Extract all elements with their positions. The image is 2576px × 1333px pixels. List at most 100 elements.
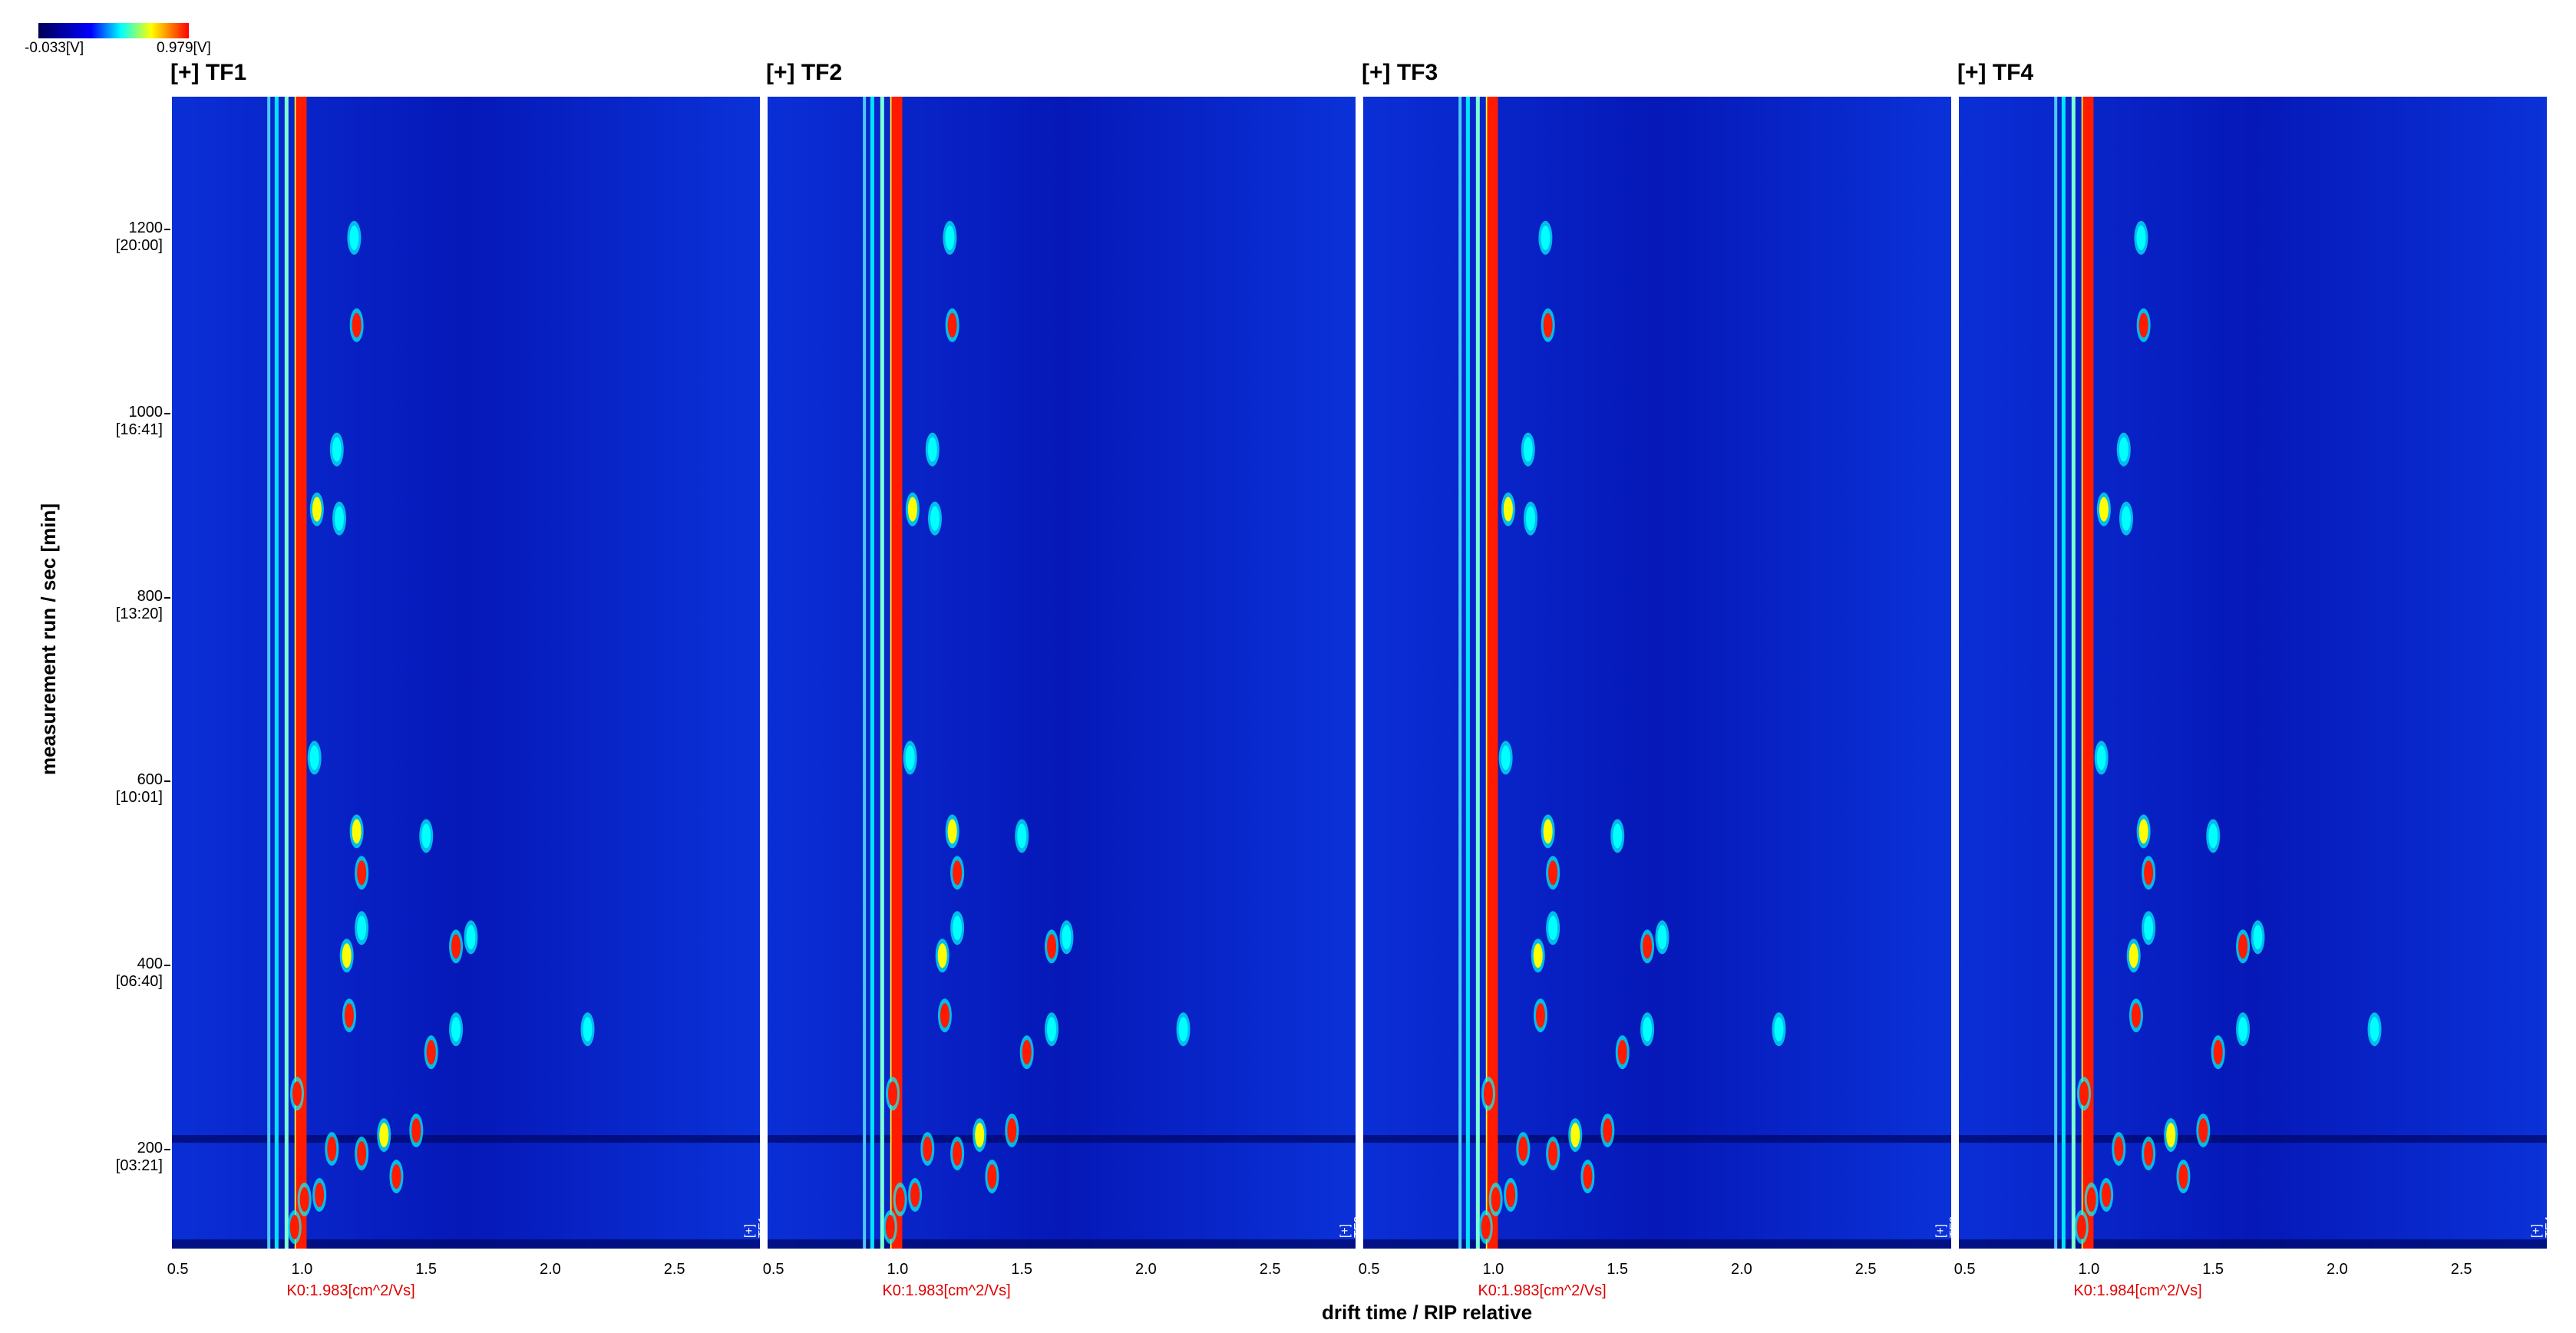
peak-spot xyxy=(895,1187,905,1213)
peak-spot xyxy=(1017,823,1027,849)
rip-line xyxy=(891,95,903,1250)
peak-spot xyxy=(2122,506,2131,531)
heatmap-panel: [+] TF3 xyxy=(1362,95,1961,1250)
peak-spot xyxy=(947,312,957,338)
x-axis-label: drift time / RIP relative xyxy=(1322,1301,1533,1324)
x-tick-label: 0.5 xyxy=(1358,1261,1380,1278)
ridge-line xyxy=(267,95,271,1250)
peak-spot xyxy=(342,943,352,968)
peak-spot xyxy=(426,1040,436,1065)
ridge-line xyxy=(274,95,279,1250)
peak-spot xyxy=(2114,1137,2124,1162)
peak-spot xyxy=(1022,1040,1032,1065)
peak-spot xyxy=(885,1215,895,1240)
heatmap-plot xyxy=(1362,95,1953,1250)
ridge-line xyxy=(880,95,884,1250)
peak-spot xyxy=(1491,1187,1501,1213)
colorbar xyxy=(38,23,189,38)
dark-band xyxy=(766,1135,1357,1143)
x-tick-label: 2.0 xyxy=(2327,1261,2348,1278)
rip-line xyxy=(2082,95,2094,1250)
peak-spot xyxy=(2136,225,2146,250)
panel-border xyxy=(1957,95,2548,1250)
ridge-line xyxy=(1475,95,1480,1250)
y-tick-label: 600 [10:01] xyxy=(115,771,163,807)
x-tick-label: 1.0 xyxy=(2078,1261,2100,1278)
peak-spot xyxy=(2144,1141,2154,1166)
panel-border xyxy=(766,95,1357,1250)
y-tick-label: 800 [13:20] xyxy=(115,587,163,622)
peak-spot xyxy=(2253,925,2263,950)
heatmap-background xyxy=(1957,95,2548,1250)
y-tick-mark xyxy=(164,1149,170,1151)
peak-spot xyxy=(2096,745,2106,770)
peak-spot xyxy=(2138,819,2148,844)
panel-title: [+] TF2 xyxy=(766,60,843,85)
peak-spot xyxy=(352,819,362,844)
peak-spot xyxy=(309,745,319,770)
peak-spot xyxy=(953,1141,963,1166)
heatmap-background xyxy=(766,95,1357,1250)
peak-spot xyxy=(1543,819,1553,844)
peak-spot xyxy=(2129,943,2138,968)
peak-spot xyxy=(1543,312,1553,338)
k0-label: K0:1.984[cm^2/Vs] xyxy=(2073,1282,2202,1299)
peak-spot xyxy=(1657,925,1667,950)
dark-band xyxy=(170,1135,761,1143)
peak-spot xyxy=(312,497,322,522)
peak-spot xyxy=(421,823,431,849)
panel-tag: [+] TF4 xyxy=(2530,1216,2557,1238)
y-tick-mark xyxy=(164,965,170,967)
peak-spot xyxy=(352,312,362,338)
peak-spot xyxy=(2079,1081,2089,1107)
peak-spot xyxy=(583,1017,593,1042)
peak-spot xyxy=(937,943,947,968)
y-tick-label: 200 [03:21] xyxy=(115,1140,163,1175)
peak-spot xyxy=(357,916,367,941)
peak-spot xyxy=(2076,1215,2086,1240)
peak-spot xyxy=(451,1017,461,1042)
peak-spot xyxy=(2138,312,2148,338)
x-tick-label: 2.0 xyxy=(540,1261,561,1278)
panel-border xyxy=(1362,95,1953,1250)
x-tick-label: 0.5 xyxy=(1953,1261,1976,1278)
colorbar-max-label: 0.979[V] xyxy=(157,40,211,56)
peak-spot xyxy=(289,1215,299,1240)
x-tick-label: 2.5 xyxy=(1854,1261,1877,1278)
peak-spot xyxy=(411,1118,421,1143)
peak-spot xyxy=(2102,1183,2112,1208)
dark-band xyxy=(766,1239,1357,1250)
peak-spot xyxy=(2238,1017,2248,1042)
peak-spot xyxy=(1548,916,1558,941)
peak-spot xyxy=(1603,1118,1613,1143)
rip-line xyxy=(296,95,307,1250)
ridge-line xyxy=(2061,95,2066,1250)
heatmap-plot xyxy=(170,95,761,1250)
panel-title: [+] TF4 xyxy=(1957,60,2034,85)
dark-band xyxy=(1957,1135,2548,1143)
y-tick-label: 1200 [20:00] xyxy=(115,219,163,254)
x-tick-label: 1.0 xyxy=(1482,1261,1504,1278)
peak-spot xyxy=(1570,1123,1580,1148)
peak-spot xyxy=(2119,437,2129,462)
peak-spot xyxy=(1643,934,1653,959)
ridge-line xyxy=(1465,95,1470,1250)
peak-spot xyxy=(332,437,342,462)
y-tick-mark xyxy=(164,780,170,783)
peak-spot xyxy=(1523,437,1533,462)
peak-spot xyxy=(2166,1123,2176,1148)
peak-spot xyxy=(1047,1017,1057,1042)
colorbar-min-label: -0.033[V] xyxy=(25,40,84,56)
peak-spot xyxy=(940,1003,949,1028)
dark-band xyxy=(170,1239,761,1250)
peak-spot xyxy=(1541,225,1551,250)
peak-spot xyxy=(1178,1017,1188,1042)
peak-spot xyxy=(910,1183,920,1208)
heatmap-plot xyxy=(1957,95,2548,1250)
ridge-line xyxy=(1458,95,1462,1250)
peak-spot xyxy=(930,506,940,531)
dark-band xyxy=(1362,1135,1953,1143)
peak-spot xyxy=(975,1123,985,1148)
ridge-line xyxy=(2081,95,2083,1250)
peak-spot xyxy=(1613,823,1623,849)
